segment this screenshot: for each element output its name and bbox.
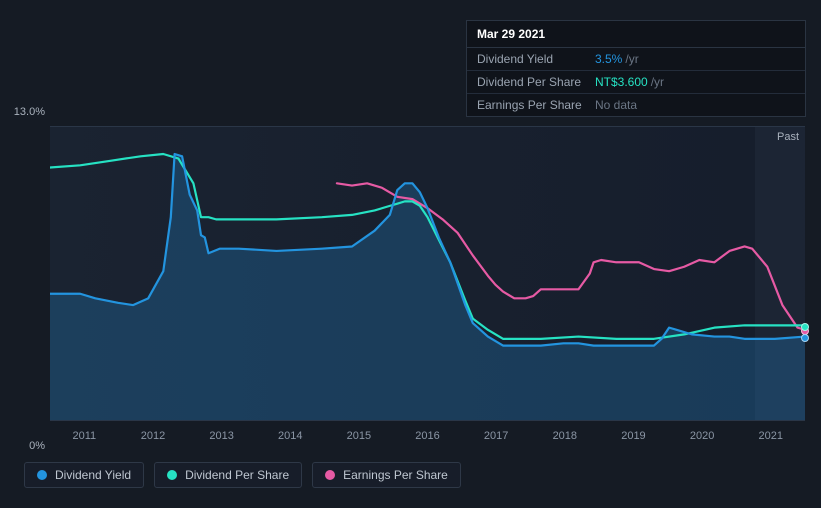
chart-svg [50, 127, 805, 420]
dividend-yield-area [50, 154, 805, 420]
legend-dot-icon [167, 470, 177, 480]
tooltip-key: Dividend Per Share [477, 75, 595, 89]
dividend-per-share-end-dot-icon [801, 323, 809, 331]
x-axis-tick: 2020 [668, 430, 737, 448]
y-axis-min: 0% [29, 440, 45, 452]
tooltip-rows: Dividend Yield3.5%/yrDividend Per ShareN… [467, 48, 805, 116]
chart-container: 13.0% 0% Past 20112012201320142015201620… [25, 108, 805, 448]
x-axis-tick: 2016 [393, 430, 462, 448]
x-axis-tick: 2013 [187, 430, 256, 448]
legend-dot-icon [37, 470, 47, 480]
x-axis: 2011201220132014201520162017201820192020… [50, 430, 805, 448]
legend-label: Earnings Per Share [343, 468, 448, 482]
tooltip: Mar 29 2021 Dividend Yield3.5%/yrDividen… [466, 20, 806, 117]
y-axis-max: 13.0% [14, 106, 45, 118]
tooltip-title: Mar 29 2021 [467, 21, 805, 48]
x-axis-tick: 2014 [256, 430, 325, 448]
legend-item[interactable]: Dividend Per Share [154, 462, 302, 488]
tooltip-row: Dividend Yield3.5%/yr [467, 48, 805, 71]
x-axis-tick: 2018 [530, 430, 599, 448]
x-axis-tick: 2012 [119, 430, 188, 448]
x-axis-tick: 2021 [736, 430, 805, 448]
legend-item[interactable]: Dividend Yield [24, 462, 144, 488]
x-axis-tick: 2011 [50, 430, 119, 448]
legend-label: Dividend Per Share [185, 468, 289, 482]
tooltip-row: Dividend Per ShareNT$3.600/yr [467, 71, 805, 94]
legend: Dividend Yield Dividend Per Share Earnings… [24, 462, 461, 488]
legend-label: Dividend Yield [55, 468, 131, 482]
tooltip-value: 3.5%/yr [595, 52, 795, 66]
x-axis-tick: 2017 [462, 430, 531, 448]
legend-dot-icon [325, 470, 335, 480]
x-axis-tick: 2019 [599, 430, 668, 448]
dividend-yield-end-dot-icon [801, 334, 809, 342]
tooltip-value: NT$3.600/yr [595, 75, 795, 89]
x-axis-tick: 2015 [325, 430, 394, 448]
chart-plot-area[interactable]: Past [50, 126, 805, 421]
legend-item[interactable]: Earnings Per Share [312, 462, 461, 488]
tooltip-key: Dividend Yield [477, 52, 595, 66]
